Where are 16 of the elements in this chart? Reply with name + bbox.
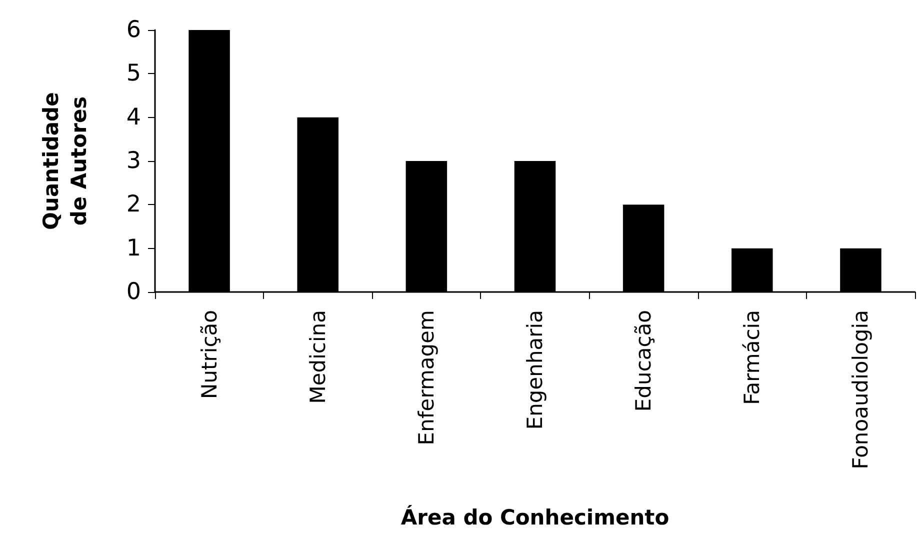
x-tick-label: Nutrição (197, 310, 222, 399)
y-axis-title: Quantidade de Autores (39, 92, 91, 230)
y-tick-label: 5 (126, 60, 141, 87)
y-tick-label: 6 (126, 17, 141, 43)
y-tick-label: 0 (126, 279, 141, 305)
x-tick-label: Enfermagem (414, 310, 438, 446)
x-axis-title: Área do Conhecimento (400, 504, 670, 530)
y-tick-label: 2 (126, 192, 141, 218)
y-tick-label: 1 (126, 235, 141, 262)
x-tick-label: Educação (632, 310, 656, 412)
x-tick-label: Fonoaudiologia (848, 310, 873, 470)
y-tick-label: 3 (126, 148, 141, 174)
x-tick-label: Engenharia (523, 310, 547, 430)
x-tick-label: Farmácia (740, 310, 764, 405)
x-tick-label: Medicina (306, 310, 330, 404)
y-tick-label: 4 (126, 104, 141, 130)
